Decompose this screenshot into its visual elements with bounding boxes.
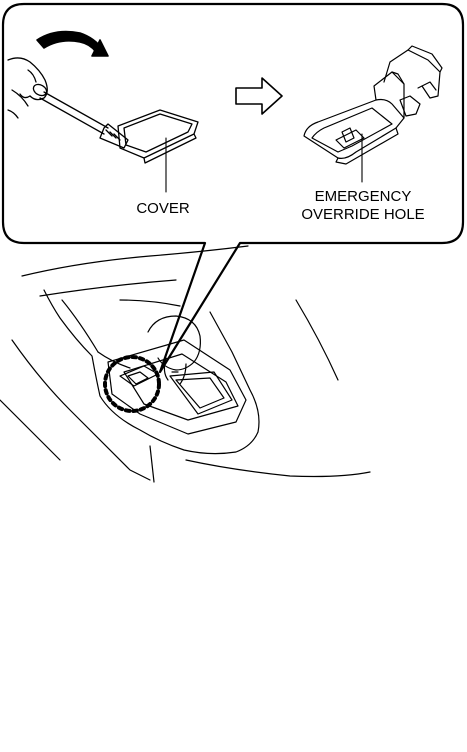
right-arrow-icon <box>235 77 283 115</box>
cover-panel <box>117 109 199 164</box>
callout-bubble <box>1 2 465 374</box>
shift-panel-part <box>303 45 443 165</box>
hand-arrow-icon <box>36 30 109 57</box>
override-label-line2: OVERRIDE HOLE <box>301 206 425 223</box>
override-hole-label: EMERGENCY OVERRIDE HOLE <box>283 188 443 224</box>
shift-lever-knob <box>147 315 201 385</box>
console-body <box>0 245 371 483</box>
cover-label: COVER <box>136 200 190 217</box>
highlight-circle <box>103 355 161 413</box>
screwdriver-icon <box>39 91 129 149</box>
override-label-line1: EMERGENCY <box>314 188 412 205</box>
